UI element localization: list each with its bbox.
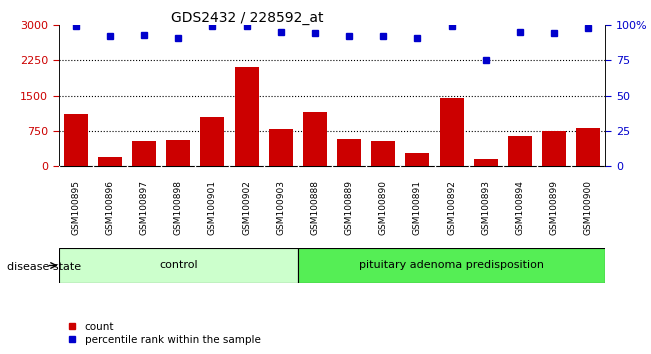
Bar [303, 112, 327, 166]
Text: GSM100892: GSM100892 [447, 179, 456, 235]
Bar [474, 159, 498, 166]
Text: GSM100898: GSM100898 [174, 179, 183, 235]
Bar [576, 128, 600, 166]
Bar [542, 131, 566, 166]
Bar [201, 117, 225, 166]
Text: GSM100890: GSM100890 [379, 179, 388, 235]
Bar [439, 98, 464, 166]
Text: GSM100903: GSM100903 [276, 179, 285, 235]
Text: GSM100899: GSM100899 [549, 179, 559, 235]
Text: GSM100891: GSM100891 [413, 179, 422, 235]
Text: GSM100902: GSM100902 [242, 179, 251, 235]
Bar [132, 141, 156, 166]
Text: GSM100895: GSM100895 [71, 179, 80, 235]
Text: GSM100900: GSM100900 [584, 179, 593, 235]
Bar [298, 248, 605, 283]
Bar [269, 129, 293, 166]
Text: GSM100893: GSM100893 [481, 179, 490, 235]
Text: GSM100901: GSM100901 [208, 179, 217, 235]
Text: GSM100889: GSM100889 [344, 179, 353, 235]
Bar [337, 139, 361, 166]
Bar [98, 157, 122, 166]
Bar [166, 140, 190, 166]
Text: GDS2432 / 228592_at: GDS2432 / 228592_at [171, 11, 324, 25]
Legend: count, percentile rank within the sample: count, percentile rank within the sample [64, 317, 265, 349]
Bar [59, 248, 298, 283]
Text: control: control [159, 261, 197, 270]
Text: pituitary adenoma predisposition: pituitary adenoma predisposition [359, 261, 544, 270]
Bar [508, 136, 532, 166]
Bar [64, 114, 88, 166]
Text: GSM100894: GSM100894 [516, 179, 525, 235]
Text: disease state: disease state [7, 262, 81, 272]
Bar [406, 153, 430, 166]
Text: GSM100897: GSM100897 [139, 179, 148, 235]
Text: GSM100888: GSM100888 [311, 179, 320, 235]
Bar [234, 67, 258, 166]
Text: GSM100896: GSM100896 [105, 179, 115, 235]
Bar [371, 141, 395, 166]
